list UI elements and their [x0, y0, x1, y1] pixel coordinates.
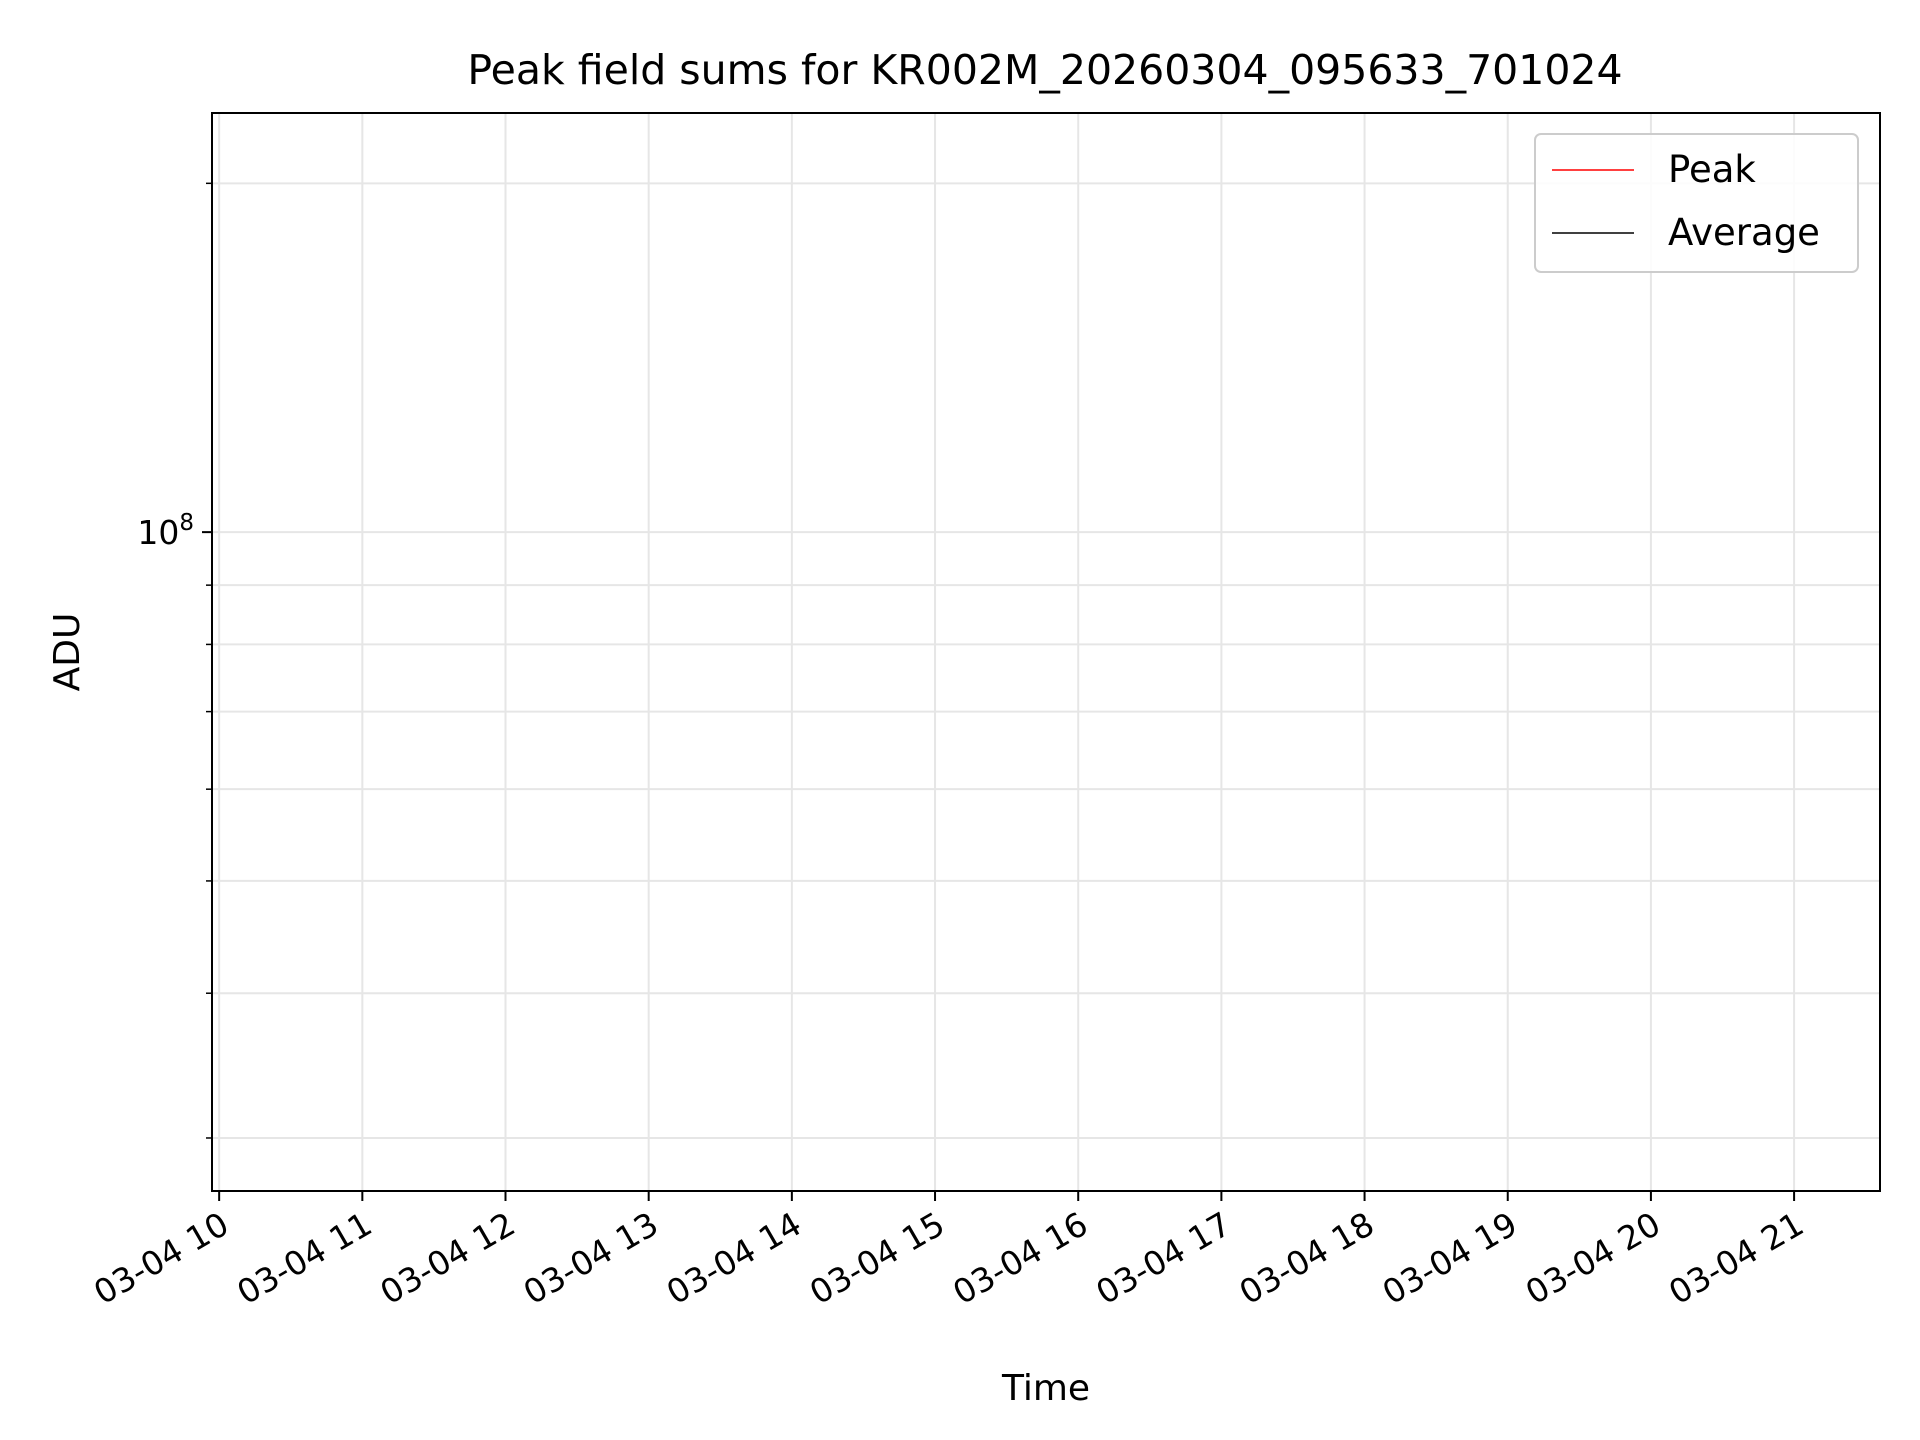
- x-tick-label: 03-04 16: [946, 1204, 1094, 1312]
- x-tick-label: 03-04 14: [660, 1204, 808, 1312]
- legend-label-average: Average: [1668, 211, 1820, 254]
- legend: Peak Average: [1534, 133, 1859, 273]
- chart-title: Peak field sums for KR002M_20260304_0956…: [467, 46, 1622, 94]
- x-tick-label: 03-04 11: [230, 1204, 378, 1312]
- y-axis: 108: [137, 182, 212, 1139]
- x-tick-label: 03-04 17: [1089, 1204, 1237, 1312]
- y-tick-label: 108: [137, 510, 194, 552]
- grid: [212, 113, 1880, 1191]
- x-tick-label: 03-04 20: [1519, 1204, 1667, 1312]
- x-tick-label: 03-04 18: [1233, 1204, 1381, 1312]
- x-axis-label: Time: [1001, 1368, 1090, 1409]
- legend-box: [1534, 133, 1859, 273]
- x-tick-label: 03-04 12: [374, 1204, 522, 1312]
- legend-label-peak: Peak: [1668, 148, 1756, 191]
- x-tick-label: 03-04 10: [87, 1204, 235, 1312]
- x-tick-label: 03-04 21: [1662, 1204, 1810, 1312]
- x-tick-label: 03-04 13: [517, 1204, 665, 1312]
- y-axis-label: ADU: [47, 613, 88, 692]
- plot-frame: [211, 112, 1881, 1192]
- x-tick-label: 03-04 15: [803, 1204, 951, 1312]
- x-tick-label: 03-04 19: [1376, 1204, 1524, 1312]
